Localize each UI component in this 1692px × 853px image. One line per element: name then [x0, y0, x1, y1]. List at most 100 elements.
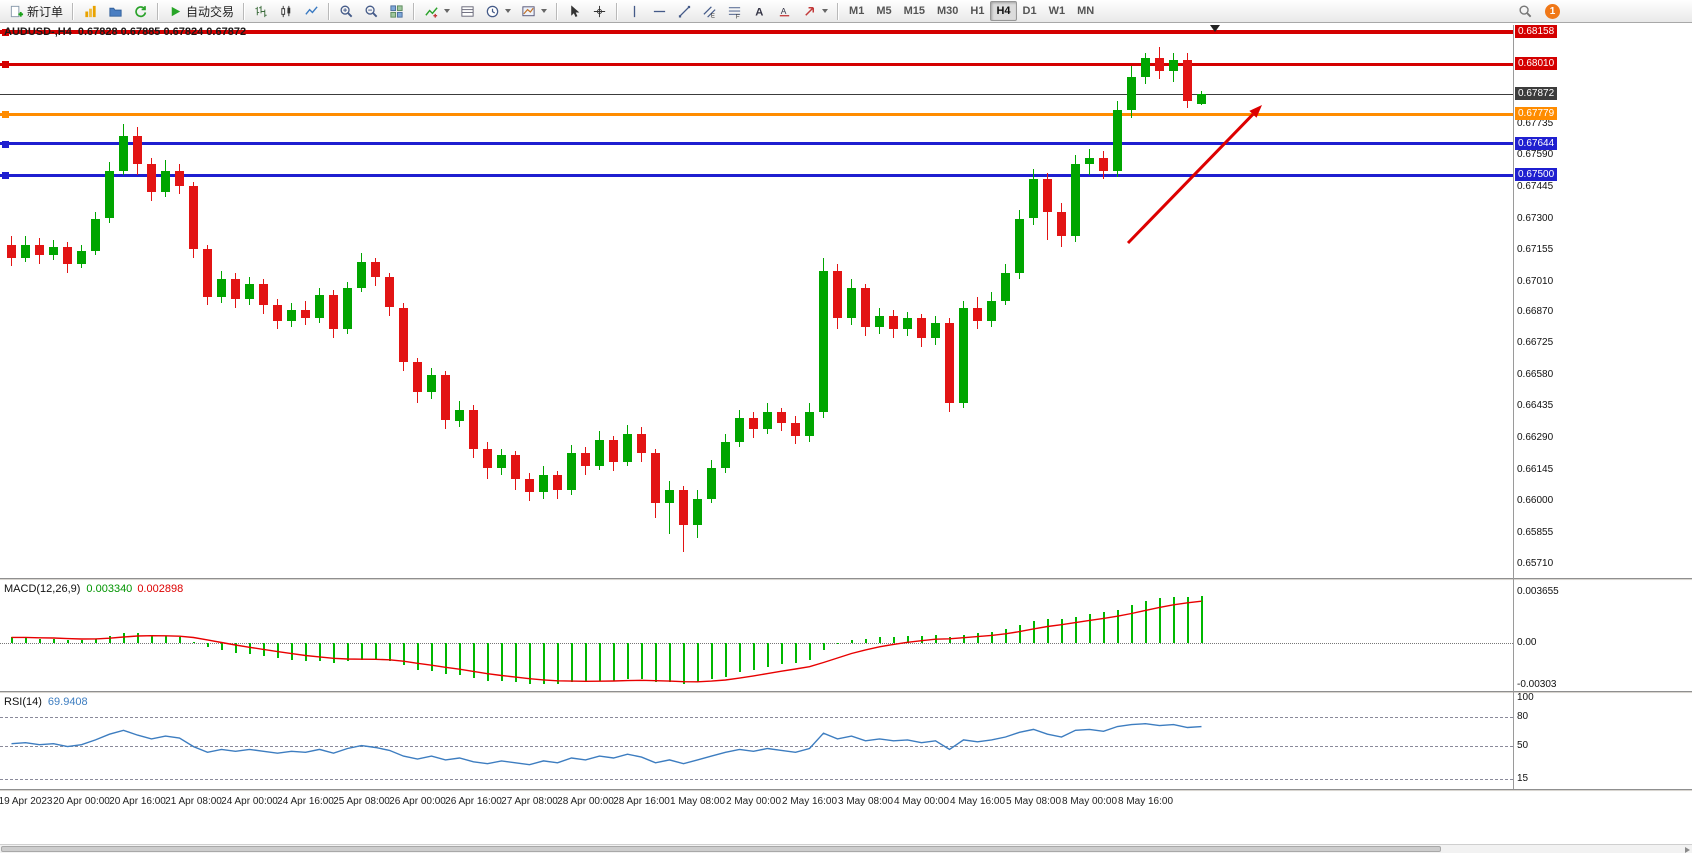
candle-body — [805, 411, 814, 436]
horizontal-line-button[interactable] — [647, 1, 671, 21]
profiles-button[interactable] — [103, 1, 127, 21]
macd-histogram-bar — [221, 643, 223, 650]
zoom-out-button[interactable] — [359, 1, 383, 21]
trendline-button[interactable] — [672, 1, 696, 21]
zoom-in-button[interactable] — [334, 1, 358, 21]
macd-histogram-bar — [669, 643, 671, 683]
macd-histogram-bar — [67, 640, 69, 643]
time-axis[interactable]: 19 Apr 2023 20 Apr 00:00 20 Apr 16:00 21 Ap… — [0, 792, 1513, 814]
horizontal-line-0.67500[interactable] — [0, 173, 1513, 177]
horizontal-line-0.67872[interactable] — [0, 93, 1513, 95]
main-chart-panel[interactable]: AUDUSD-,H4 0.67828 0.67885 0.67824 0.6787… — [0, 25, 1513, 578]
text-icon: A — [751, 3, 767, 19]
hline-handle[interactable] — [2, 29, 9, 36]
refresh-button[interactable] — [128, 1, 152, 21]
scrollbar-thumb[interactable] — [1, 846, 1441, 852]
horizontal-line-0.68010[interactable] — [0, 62, 1513, 66]
text-button[interactable]: A — [747, 1, 771, 21]
candle-body — [385, 277, 394, 308]
macd-histogram-bar — [417, 643, 419, 670]
macd-histogram-bar — [1201, 596, 1203, 643]
time-axis-label: 20 Apr 16:00 — [109, 796, 166, 807]
candle-body — [1169, 59, 1178, 71]
timeframe-button-M1[interactable]: M1 — [843, 1, 870, 21]
timeframe-button-D1[interactable]: D1 — [1017, 1, 1043, 21]
rsi-value: 69.9408 — [47, 696, 88, 708]
notification-badge[interactable]: 1 — [1545, 3, 1560, 19]
price-scale-label: 0.67155 — [1517, 244, 1554, 255]
macd-signal-line — [11, 600, 1202, 683]
crosshair-button[interactable] — [587, 1, 611, 21]
scrollbar-right-arrow-icon[interactable] — [1685, 847, 1690, 853]
autotrading-button[interactable]: 自动交易 — [163, 1, 238, 21]
candle-body — [35, 244, 44, 256]
svg-text:A: A — [780, 5, 786, 15]
line-chart-button[interactable] — [299, 1, 323, 21]
macd-histogram-bar — [557, 643, 559, 684]
trend-arrow[interactable] — [0, 25, 1513, 578]
timeframe-button-H1[interactable]: H1 — [964, 1, 990, 21]
price-scale-label: 0.66000 — [1517, 495, 1554, 506]
search-button[interactable] — [1513, 1, 1537, 21]
hline-handle[interactable] — [2, 140, 9, 148]
macd-histogram-bar — [599, 643, 601, 681]
timeframe-button-MN[interactable]: MN — [1071, 1, 1100, 21]
horizontal-line-0.68158[interactable] — [0, 30, 1513, 34]
new-order-button[interactable]: 新订单 — [4, 1, 67, 21]
text-label-button[interactable]: A — [772, 1, 796, 21]
fibonacci-button[interactable]: F — [722, 1, 746, 21]
candle-body — [819, 270, 828, 412]
price-scale-label: 0.66870 — [1517, 305, 1554, 317]
panel-divider[interactable] — [0, 691, 1692, 694]
toolbar-separator — [837, 2, 839, 20]
candle-body — [539, 474, 548, 493]
templates-button[interactable] — [516, 1, 551, 21]
rsi-panel[interactable]: RSI(14) 69.9408 — [0, 694, 1513, 789]
timeframe-button-M5[interactable]: M5 — [870, 1, 897, 21]
timeframe-button-M15[interactable]: M15 — [898, 1, 931, 21]
macd-histogram-bar — [11, 637, 13, 643]
timeframe-button-M30[interactable]: M30 — [931, 1, 964, 21]
timeframe-button-W1[interactable]: W1 — [1043, 1, 1072, 21]
dropdown-caret-icon — [505, 9, 512, 13]
macd-histogram-bar — [1117, 609, 1119, 643]
horizontal-scrollbar[interactable] — [0, 844, 1692, 853]
panel-divider[interactable] — [0, 578, 1692, 581]
tile-windows-button[interactable] — [384, 1, 408, 21]
panel-divider[interactable] — [0, 789, 1692, 792]
price-badge-0.67779: 0.67779 — [1515, 107, 1558, 121]
macd-histogram-bar — [613, 643, 615, 681]
hline-handle[interactable] — [2, 172, 9, 179]
hline-handle[interactable] — [2, 111, 9, 119]
candle-body — [1085, 157, 1094, 165]
indicators-button[interactable] — [419, 1, 454, 21]
new-chart-button[interactable] — [78, 1, 102, 21]
candlestick-chart-button[interactable] — [274, 1, 298, 21]
timeframe-button-H4[interactable]: H4 — [990, 1, 1017, 21]
macd-histogram-bar — [823, 643, 825, 650]
macd-histogram-bar — [263, 643, 265, 656]
toolbar-separator — [413, 2, 415, 20]
horizontal-line-0.67779[interactable] — [0, 112, 1513, 116]
horizontal-line-0.67644[interactable] — [0, 142, 1513, 146]
candle-body — [77, 251, 86, 265]
periods-button[interactable] — [480, 1, 515, 21]
chart-shift-marker[interactable] — [1210, 25, 1220, 32]
arrows-button[interactable] — [797, 1, 832, 21]
candle-body — [287, 309, 296, 321]
macd-histogram-bar — [837, 643, 839, 645]
price-scale-label: 0.67735 — [1517, 117, 1554, 129]
cursor-button[interactable] — [562, 1, 586, 21]
macd-panel[interactable]: MACD(12,26,9) 0.003340 0.002898 — [0, 581, 1513, 691]
data-window-button[interactable] — [455, 1, 479, 21]
macd-histogram-bar — [655, 643, 657, 683]
equidistant-channel-button[interactable]: E — [697, 1, 721, 21]
candle-body — [945, 322, 954, 404]
candle-body — [553, 474, 562, 491]
rsi-name: RSI(14) — [4, 696, 42, 708]
hline-handle[interactable] — [2, 61, 9, 69]
candle-body — [49, 246, 58, 256]
vertical-line-button[interactable] — [622, 1, 646, 21]
macd-histogram-bar — [1145, 601, 1147, 643]
bar-chart-button[interactable] — [249, 1, 273, 21]
